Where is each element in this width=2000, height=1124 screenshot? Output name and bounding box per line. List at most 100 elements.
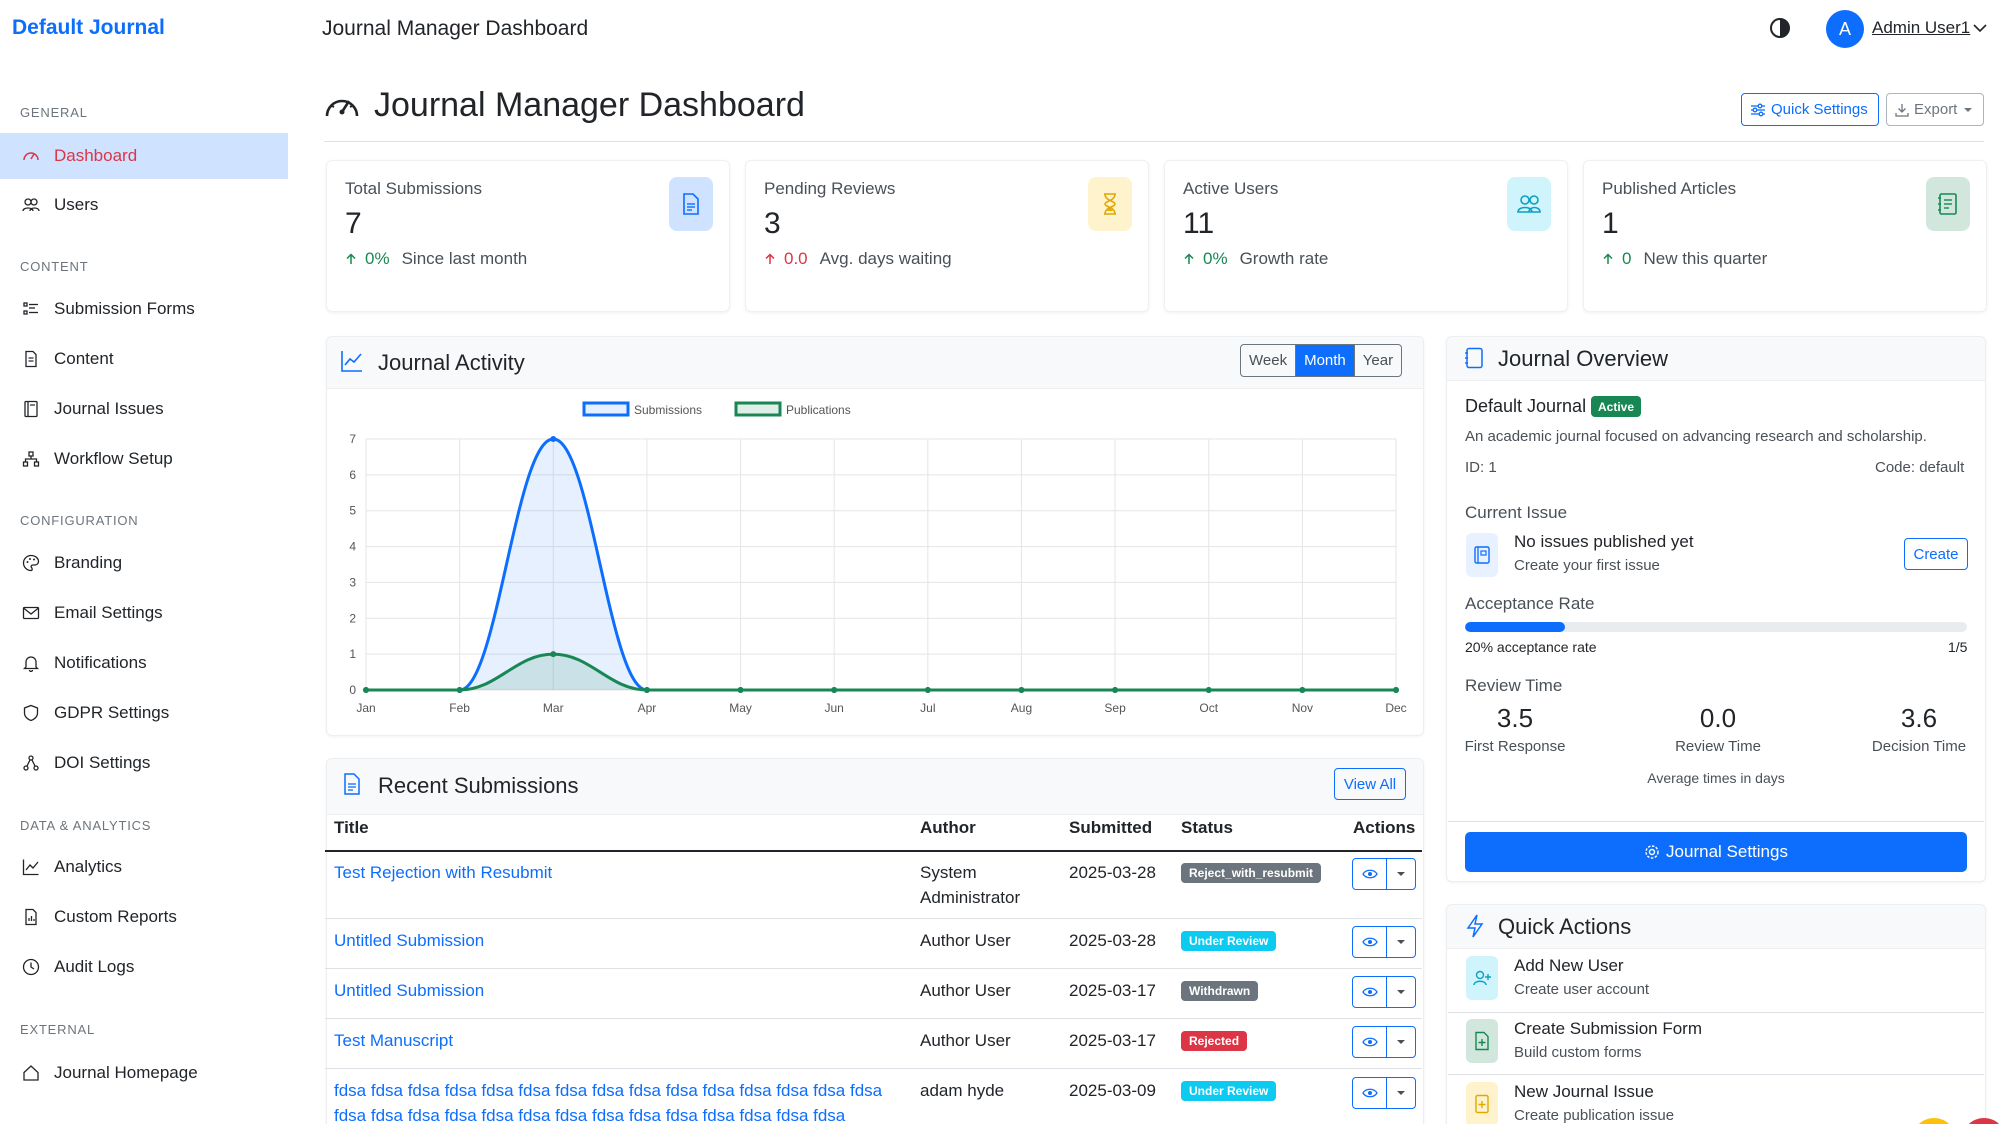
sidebar-item-custom-reports[interactable]: Custom Reports bbox=[0, 894, 288, 940]
range-month-button[interactable]: Month bbox=[1296, 345, 1355, 376]
export-button[interactable]: Export bbox=[1886, 93, 1984, 126]
caret-down-icon bbox=[1397, 1091, 1405, 1095]
y-tick-label: 5 bbox=[349, 504, 356, 518]
stat-change-value: 0% bbox=[365, 249, 390, 268]
sidebar-item-label: Notifications bbox=[54, 653, 147, 672]
sidebar-item-users[interactable]: Users bbox=[0, 182, 288, 228]
issue-subtitle: Create your first issue bbox=[1514, 557, 1660, 574]
stat-label: Published Articles bbox=[1602, 179, 1737, 198]
journal-overview-title: Journal Overview bbox=[1498, 346, 1668, 371]
metric-decision-time-value: 3.6 bbox=[1900, 703, 1938, 733]
status-badge: Active bbox=[1591, 396, 1642, 417]
avatar[interactable]: A bbox=[1826, 10, 1864, 48]
divider bbox=[1448, 1074, 1984, 1075]
sidebar-item-journal-homepage[interactable]: Journal Homepage bbox=[0, 1050, 288, 1096]
quick-settings-label: Quick Settings bbox=[1771, 101, 1868, 118]
view-button[interactable] bbox=[1353, 1027, 1387, 1057]
x-tick-label: Apr bbox=[638, 701, 657, 715]
x-tick-label: Mar bbox=[543, 701, 564, 715]
sidebar-item-notifications[interactable]: Notifications bbox=[0, 640, 288, 686]
user-menu-name[interactable]: Admin User1 bbox=[1872, 18, 1971, 37]
submission-author: Author User bbox=[920, 1031, 1011, 1050]
acceptance-rate-label: Acceptance Rate bbox=[1465, 594, 1595, 613]
journal-overview-card bbox=[1446, 336, 1986, 882]
acceptance-rate-text: 20% acceptance rate bbox=[1465, 639, 1597, 655]
legend-swatch bbox=[582, 401, 630, 417]
x-tick-label: Dec bbox=[1385, 701, 1406, 715]
sidebar-item-label: Submission Forms bbox=[54, 299, 195, 318]
sidebar-item-analytics[interactable]: Analytics bbox=[0, 844, 288, 890]
view-button[interactable] bbox=[1353, 859, 1387, 889]
sidebar-section-configuration: CONFIGURATION bbox=[20, 513, 139, 528]
activity-chart: 0 1 2 3 4 5 6 7 Jan Feb Mar Apr May Jun Jul Aug Sep Oct No… bbox=[349, 401, 1407, 715]
row-dropdown-toggle[interactable] bbox=[1387, 1078, 1415, 1108]
divider bbox=[1448, 1012, 1984, 1013]
stat-note: Avg. days waiting bbox=[819, 249, 952, 268]
view-button[interactable] bbox=[1353, 977, 1387, 1007]
report-icon bbox=[25, 908, 37, 926]
column-header-status: Status bbox=[1181, 818, 1233, 837]
theme-toggle-icon[interactable] bbox=[1768, 16, 1792, 40]
sidebar-item-doi-settings[interactable]: DOI Settings bbox=[0, 740, 288, 786]
quick-settings-button[interactable]: Quick Settings bbox=[1741, 93, 1879, 126]
create-issue-button[interactable]: Create bbox=[1904, 538, 1968, 570]
sidebar-item-gdpr-settings[interactable]: GDPR Settings bbox=[0, 690, 288, 736]
caret-down-icon bbox=[1397, 990, 1405, 994]
review-time-label: Review Time bbox=[1465, 676, 1563, 695]
submission-title-link[interactable]: Test Manuscript bbox=[334, 1031, 454, 1050]
sidebar-item-workflow-setup[interactable]: Workflow Setup bbox=[0, 436, 288, 482]
sidebar-item-dashboard[interactable]: Dashboard bbox=[0, 133, 288, 179]
export-label: Export bbox=[1914, 101, 1958, 118]
metric-decision-time-label: Decision Time bbox=[1871, 738, 1967, 755]
view-button[interactable] bbox=[1353, 927, 1387, 957]
average-note: Average times in days bbox=[1647, 770, 1785, 786]
stat-change-value: 0 bbox=[1622, 249, 1632, 268]
chevron-down-icon[interactable] bbox=[1972, 20, 1988, 36]
brand-link[interactable]: Default Journal bbox=[12, 16, 165, 39]
view-all-button[interactable]: View All bbox=[1334, 768, 1406, 800]
data-point bbox=[1112, 687, 1119, 693]
home-icon bbox=[23, 1065, 39, 1081]
eye-icon bbox=[1361, 987, 1378, 997]
row-dropdown-toggle[interactable] bbox=[1387, 977, 1415, 1007]
floating-alert-button[interactable] bbox=[1962, 1118, 2000, 1124]
card-header bbox=[327, 759, 1423, 815]
quick-action-subtitle: Create publication issue bbox=[1514, 1107, 1675, 1124]
submission-title-link[interactable]: Untitled Submission bbox=[334, 981, 485, 1000]
quick-action-subtitle: Create user account bbox=[1514, 981, 1650, 998]
quick-action-subtitle: Build custom forms bbox=[1514, 1044, 1642, 1061]
stat-label: Active Users bbox=[1183, 179, 1279, 198]
row-dropdown-toggle[interactable] bbox=[1387, 927, 1415, 957]
sidebar-item-email-settings[interactable]: Email Settings bbox=[0, 590, 288, 636]
data-point bbox=[1018, 687, 1025, 693]
view-button[interactable] bbox=[1353, 1078, 1387, 1108]
page-title: Journal Manager Dashboard bbox=[374, 86, 805, 124]
acceptance-progress-fill bbox=[1465, 622, 1566, 632]
sidebar-section-general: GENERAL bbox=[20, 105, 88, 120]
submission-title-link[interactable]: fdsa fdsa fdsa fdsa fdsa fdsa fdsa fdsa … bbox=[334, 1081, 883, 1124]
sidebar-item-submission-forms[interactable]: Submission Forms bbox=[0, 286, 288, 332]
sidebar-item-content[interactable]: Content bbox=[0, 336, 288, 382]
speedometer-icon bbox=[324, 90, 360, 122]
floating-help-button[interactable] bbox=[1912, 1118, 1956, 1124]
range-year-button[interactable]: Year bbox=[1362, 352, 1394, 369]
sliders-icon bbox=[1751, 103, 1765, 116]
top-bar-title: Journal Manager Dashboard bbox=[322, 17, 589, 40]
quick-action-title: Create Submission Form bbox=[1514, 1019, 1703, 1038]
quick-actions-card bbox=[1446, 904, 1986, 1124]
shield-icon bbox=[23, 704, 39, 722]
sidebar-item-label: DOI Settings bbox=[54, 753, 151, 772]
column-header-submitted: Submitted bbox=[1069, 818, 1153, 837]
range-week-button[interactable]: Week bbox=[1241, 345, 1297, 376]
sidebar-item-journal-issues[interactable]: Journal Issues bbox=[0, 386, 288, 432]
sidebar-item-label: Email Settings bbox=[54, 603, 163, 622]
journal-settings-button[interactable]: Journal Settings bbox=[1465, 832, 1967, 872]
metric-review-time-label: Review Time bbox=[1675, 738, 1761, 755]
submission-title-link[interactable]: Untitled Submission bbox=[334, 931, 485, 950]
sidebar-item-audit-logs[interactable]: Audit Logs bbox=[0, 944, 288, 990]
submission-title-link[interactable]: Test Rejection with Resubmit bbox=[334, 863, 553, 882]
row-dropdown-toggle[interactable] bbox=[1387, 1027, 1415, 1057]
sidebar-item-branding[interactable]: Branding bbox=[0, 540, 288, 586]
series-area-submissions bbox=[366, 439, 1396, 690]
row-dropdown-toggle[interactable] bbox=[1387, 859, 1415, 889]
